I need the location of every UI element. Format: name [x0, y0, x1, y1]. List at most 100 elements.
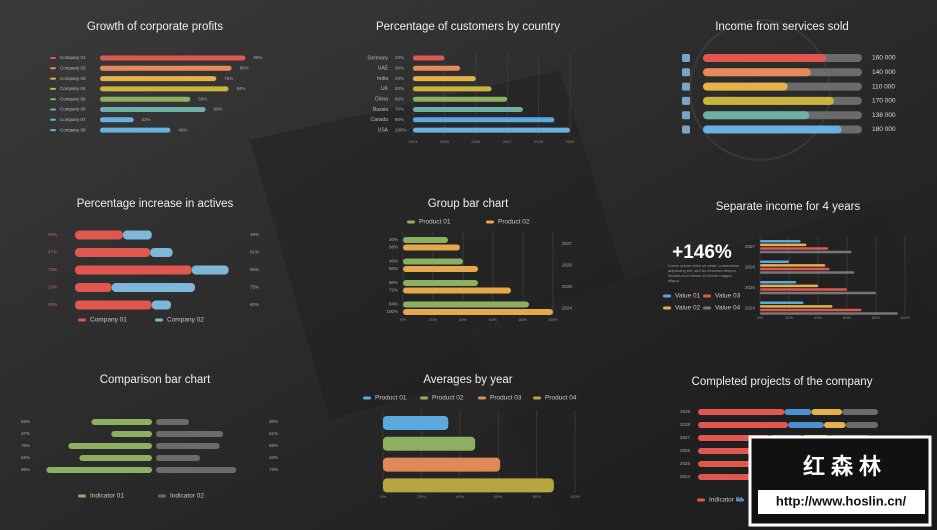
x-tick-label: 60%	[489, 317, 497, 322]
legend-label: Indicator 02	[170, 493, 204, 500]
value-label: 40%	[395, 76, 404, 81]
category-label: China	[375, 97, 388, 103]
category-label: Company 05	[60, 96, 86, 101]
legend-label: Company 01	[90, 317, 127, 324]
bar-segment	[75, 230, 123, 240]
watermark-url: http://www.hoslin.cn/	[776, 493, 907, 508]
value-label: 100%	[386, 309, 398, 314]
chart-title: Averages by year	[423, 374, 512, 386]
bar	[703, 54, 827, 62]
x-tick-label: 40%	[459, 317, 467, 322]
value-label: 61%	[269, 431, 278, 436]
bar	[760, 260, 789, 263]
x-tick-label: 80%	[533, 494, 541, 499]
total-label: 48%	[250, 232, 259, 237]
x-tick-label: 20%	[785, 315, 793, 320]
bar	[760, 243, 807, 247]
x-tick-label: 40%	[814, 315, 822, 320]
bar	[413, 107, 523, 112]
service-icon	[682, 68, 690, 77]
x-tick-label: 100%	[548, 317, 559, 322]
legend-swatch	[78, 318, 86, 322]
category-label: 2027	[745, 244, 756, 249]
bar-right	[156, 455, 200, 461]
value-label: 180 000	[872, 126, 896, 133]
bar	[760, 291, 876, 295]
bar	[703, 96, 834, 105]
service-icon	[682, 111, 690, 120]
legend-label: Product 02	[432, 395, 464, 402]
value-label: 30%	[48, 232, 57, 237]
bar	[760, 305, 833, 308]
value-label: 140 000	[872, 69, 896, 76]
legend-swatch	[363, 396, 371, 400]
bar	[100, 65, 232, 71]
bar-left	[79, 455, 152, 461]
bar	[403, 309, 553, 315]
legend-label: Indicator 01	[90, 493, 124, 500]
bar-right	[156, 467, 237, 473]
value-label: 95%	[253, 55, 262, 60]
bar	[760, 284, 818, 288]
legend-swatch	[478, 396, 486, 400]
bar-left	[46, 467, 152, 473]
value-label: 55%	[21, 419, 30, 424]
bar-segment	[75, 265, 192, 275]
category-swatch	[50, 98, 56, 101]
legend-label: Product 01	[375, 395, 407, 402]
bar-segment	[191, 265, 229, 275]
legend-label: Product 04	[545, 395, 577, 402]
bar	[383, 478, 554, 493]
legend-swatch	[663, 294, 671, 298]
value-label: 100%	[395, 127, 407, 132]
x-tick-label: 100%	[900, 315, 911, 320]
bar-segment	[842, 409, 878, 415]
value-label: 69%	[214, 107, 223, 112]
bar	[403, 301, 529, 308]
total-label: 96%	[250, 267, 259, 272]
bar	[100, 117, 134, 123]
x-tick-label: 2027	[503, 139, 513, 144]
chart-title: Income from services sold	[715, 21, 849, 33]
category-label: 2025	[680, 461, 691, 466]
value-label: 23%	[48, 285, 57, 290]
bar	[760, 271, 855, 274]
bar	[100, 127, 171, 133]
total-label: 75%	[250, 285, 259, 290]
chart-title: Group bar chart	[428, 198, 509, 210]
value-label: 40%	[269, 455, 278, 460]
bar	[703, 68, 811, 77]
x-tick-label: 80%	[872, 315, 880, 320]
category-label: Company 02	[60, 65, 86, 70]
legend-swatch	[486, 220, 494, 224]
category-swatch	[50, 67, 56, 70]
value-label: 60%	[395, 96, 404, 101]
legend-swatch	[158, 494, 166, 498]
bar-left	[111, 431, 152, 437]
category-label: 2026	[680, 448, 691, 453]
legend-swatch	[703, 306, 711, 310]
value-label: 58%	[269, 443, 278, 448]
bar	[703, 125, 842, 134]
bar	[403, 258, 463, 265]
bar	[703, 82, 788, 91]
legend-label: Product 01	[419, 219, 451, 226]
value-label: 30%	[395, 65, 404, 70]
bar	[100, 55, 246, 61]
legend-label: Indicator 01	[709, 497, 743, 504]
bar	[760, 264, 826, 267]
category-label: Russia	[373, 107, 389, 113]
category-label: USA	[378, 127, 389, 133]
legend-label: Value 04	[715, 305, 741, 312]
category-label: Company 08	[60, 127, 86, 132]
category-label: 2024	[680, 474, 691, 479]
category-swatch	[50, 57, 56, 59]
legend-swatch	[703, 294, 711, 298]
watermark: 红森林 http://www.hoslin.cn/	[748, 435, 932, 527]
legend-swatch	[407, 220, 415, 224]
value-label: 47%	[48, 250, 57, 255]
legend-label: Value 02	[675, 305, 701, 312]
legend-swatch	[697, 498, 705, 502]
bar-left	[68, 443, 152, 449]
bar	[413, 55, 445, 61]
